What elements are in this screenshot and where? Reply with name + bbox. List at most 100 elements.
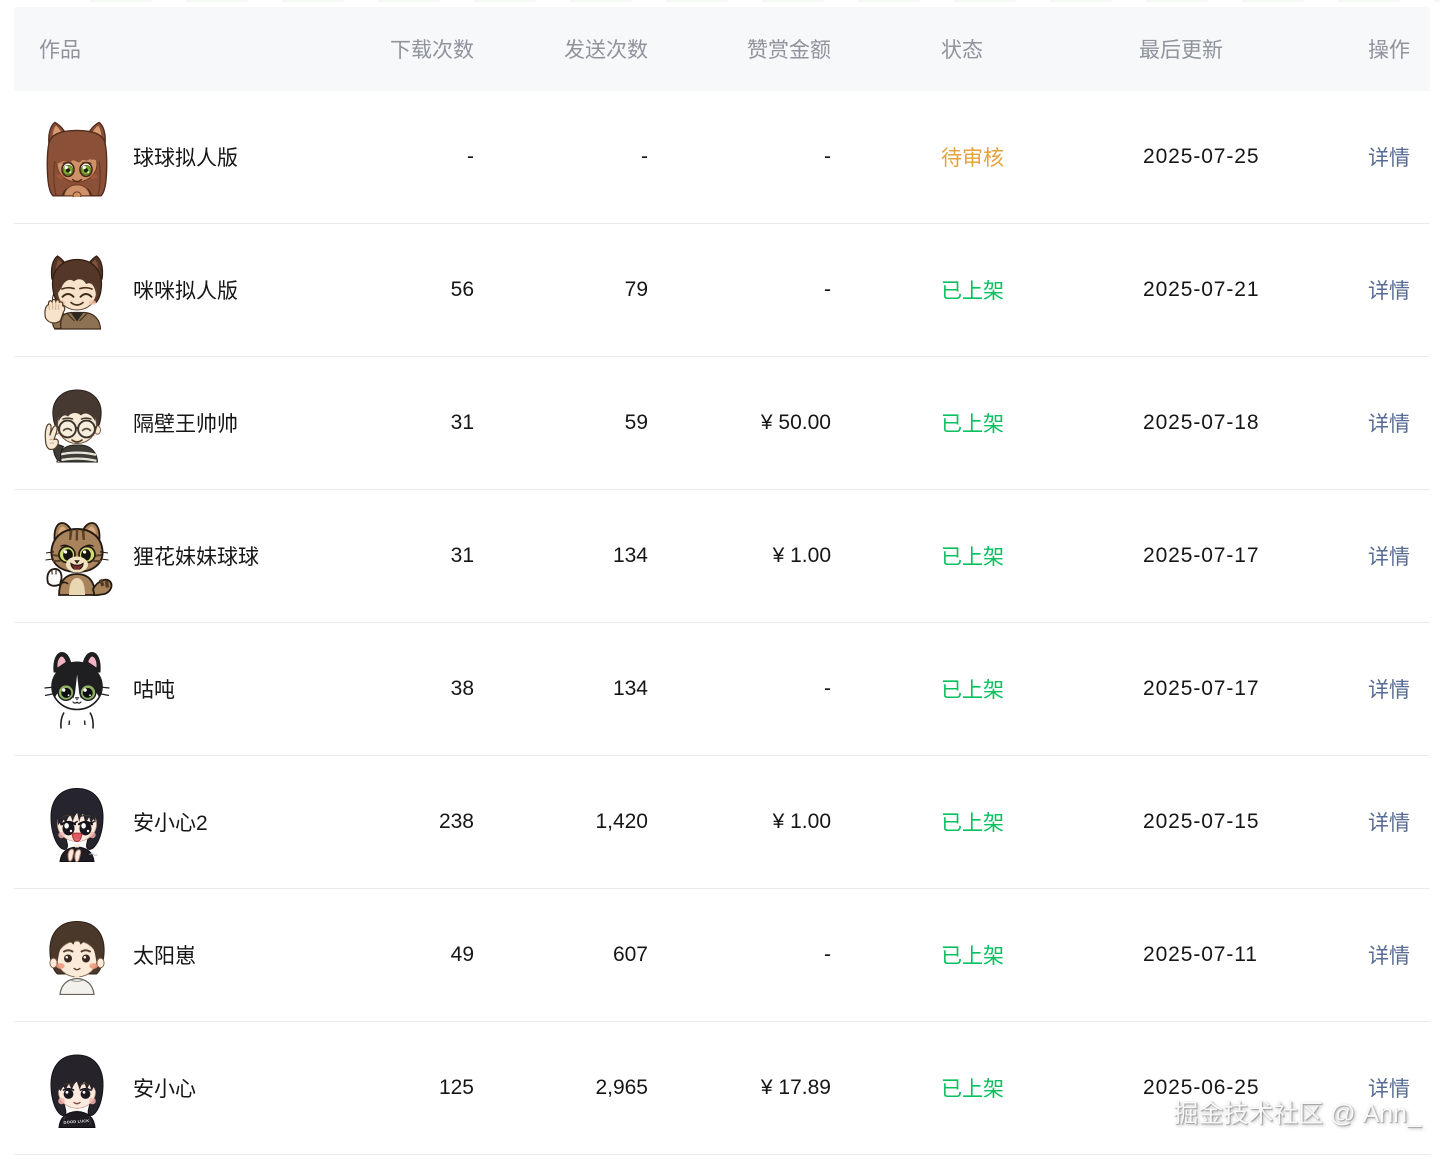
action-cell: 详情	[1365, 142, 1430, 172]
work-avatar	[41, 516, 113, 596]
work-name: 咕吨	[133, 679, 175, 702]
send-count: 59	[624, 411, 648, 434]
status-badge: 已上架	[941, 812, 1004, 835]
works-table: 作品 下载次数 发送次数 赞赏金额 状态 最后更新 操作	[14, 7, 1430, 1155]
table-row: GOOD LUCK 安小心 125 2,965 ¥ 17.89 已上架 2025…	[14, 1022, 1430, 1155]
detail-link[interactable]: 详情	[1368, 546, 1410, 569]
status-badge: 已上架	[941, 546, 1004, 569]
glasses-man-avatar-icon	[44, 389, 102, 463]
column-header-status: 状态	[941, 39, 983, 62]
action-cell: 详情	[1365, 807, 1430, 837]
download-count: 38	[450, 677, 474, 700]
action-cell: 详情	[1365, 674, 1430, 704]
download-count: 31	[450, 544, 474, 567]
work-name: 安小心2	[133, 812, 208, 835]
column-header-updated: 最后更新	[1139, 39, 1223, 62]
work-cell: 咪咪拟人版	[14, 250, 350, 330]
detail-link[interactable]: 详情	[1368, 679, 1410, 702]
detail-link[interactable]: 详情	[1368, 413, 1410, 436]
column-header-downloads: 下载次数	[390, 39, 474, 62]
table-row: 球球拟人版 - - - 待审核 2025-07-25 详情	[14, 91, 1430, 224]
download-count: -	[467, 145, 474, 168]
table-row: 咪咪拟人版 56 79 - 已上架 2025-07-21 详情	[14, 224, 1430, 357]
table-body: 球球拟人版 - - - 待审核 2025-07-25 详情	[14, 91, 1430, 1155]
download-count: 125	[438, 1076, 474, 1099]
work-cell: 太阳崽	[14, 915, 350, 995]
cat-ear-girl-avatar-icon	[46, 121, 108, 197]
column-header-sends: 发送次数	[564, 39, 648, 62]
send-count: 134	[612, 544, 648, 567]
reward-amount: -	[824, 943, 831, 966]
shirt-text: GOOD LUCK	[63, 1119, 89, 1125]
status-badge: 已上架	[941, 679, 1004, 702]
download-count: 238	[438, 810, 474, 833]
tabby-cat-avatar-icon	[45, 522, 113, 596]
status-cell: 已上架	[831, 674, 1137, 704]
work-cell: 隔壁王帅帅	[14, 383, 350, 463]
column-header-work: 作品	[39, 39, 81, 62]
column-header-reward: 赞赏金额	[747, 39, 831, 62]
action-cell: 详情	[1365, 408, 1430, 438]
status-cell: 已上架	[831, 807, 1137, 837]
send-count: 79	[624, 278, 648, 301]
action-cell: 详情	[1365, 275, 1430, 305]
reward-amount: ¥ 17.89	[760, 1076, 831, 1099]
table-row: 狸花妹妹球球 31 134 ¥ 1.00 已上架 2025-07-17 详情	[14, 490, 1430, 623]
work-name: 太阳崽	[133, 945, 196, 968]
download-count: 31	[450, 411, 474, 434]
table-row: 隔壁王帅帅 31 59 ¥ 50.00 已上架 2025-07-18 详情	[14, 357, 1430, 490]
status-badge: 已上架	[941, 1078, 1004, 1101]
reward-amount: -	[824, 145, 831, 168]
detail-link[interactable]: 详情	[1368, 812, 1410, 835]
work-avatar	[41, 117, 113, 197]
reward-amount: -	[824, 677, 831, 700]
work-avatar	[41, 250, 113, 330]
work-name: 咪咪拟人版	[133, 280, 238, 303]
send-count: 607	[612, 943, 648, 966]
last-updated: 2025-07-25	[1143, 145, 1260, 168]
bob-girl-cheering-avatar-icon	[50, 787, 104, 862]
work-avatar: GOOD LUCK	[41, 1048, 113, 1128]
reward-amount: -	[824, 278, 831, 301]
table-row: 太阳崽 49 607 - 已上架 2025-07-11 详情	[14, 889, 1430, 1022]
download-count: 56	[450, 278, 474, 301]
status-cell: 待审核	[831, 142, 1137, 172]
action-cell: 详情	[1365, 541, 1430, 571]
work-cell: 球球拟人版	[14, 117, 350, 197]
action-cell: 详情	[1365, 940, 1430, 970]
watermark: 掘金技术社区 @ Ann_	[1173, 1100, 1421, 1128]
send-count: -	[641, 145, 648, 168]
status-badge: 已上架	[941, 945, 1004, 968]
last-updated: 2025-07-11	[1143, 943, 1258, 966]
status-badge: 待审核	[941, 147, 1004, 170]
work-name: 球球拟人版	[133, 147, 238, 170]
table-row: 咕吨 38 134 - 已上架 2025-07-17 详情	[14, 623, 1430, 756]
action-cell: 详情	[1365, 1073, 1430, 1103]
last-updated: 2025-07-17	[1143, 544, 1260, 567]
status-badge: 已上架	[941, 413, 1004, 436]
bob-girl-black-tee-avatar-icon: GOOD LUCK	[50, 1054, 104, 1128]
detail-link[interactable]: 详情	[1368, 280, 1410, 303]
work-cell: 安小心2	[14, 782, 350, 862]
cat-ear-boy-avatar-icon	[44, 255, 104, 330]
send-count: 134	[612, 677, 648, 700]
reward-amount: ¥ 50.00	[760, 411, 831, 434]
work-name: 狸花妹妹球球	[133, 546, 259, 569]
detail-link[interactable]: 详情	[1368, 945, 1410, 968]
status-cell: 已上架	[831, 408, 1137, 438]
work-name: 安小心	[133, 1078, 196, 1101]
last-updated: 2025-06-25	[1143, 1076, 1260, 1099]
work-name: 隔壁王帅帅	[133, 413, 238, 436]
reward-amount: ¥ 1.00	[772, 544, 831, 567]
detail-link[interactable]: 详情	[1368, 1078, 1410, 1101]
work-cell: 咕吨	[14, 649, 350, 729]
work-avatar	[41, 782, 113, 862]
work-avatar	[41, 915, 113, 995]
detail-link[interactable]: 详情	[1368, 147, 1410, 170]
work-avatar	[41, 383, 113, 463]
work-cell: 狸花妹妹球球	[14, 516, 350, 596]
last-updated: 2025-07-17	[1143, 677, 1260, 700]
download-count: 49	[450, 943, 474, 966]
last-updated: 2025-07-21	[1143, 278, 1260, 301]
